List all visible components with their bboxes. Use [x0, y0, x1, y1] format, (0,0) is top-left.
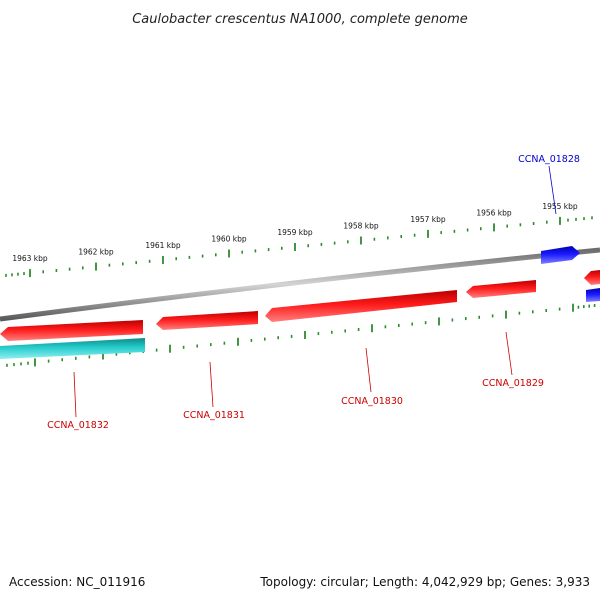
gene-ccna-01831-arrow[interactable] — [156, 311, 258, 330]
map-title: Caulobacter crescentus NA1000, complete … — [132, 12, 468, 27]
leader-ccna-01832 — [73, 371, 77, 418]
scale-label: 1957 kbp — [410, 215, 446, 224]
leader-ccna-01829 — [505, 331, 513, 376]
scale-label: 1958 kbp — [343, 222, 379, 231]
scale-label: 1960 kbp — [211, 235, 247, 244]
scale-labels: 1963 kbp 1962 kbp 1961 kbp 1960 kbp 1959 kbp… — [12, 202, 578, 263]
gene-edge-blue-bar[interactable] — [586, 288, 600, 302]
gene-label-ccna-01832[interactable]: CCNA_01832 — [47, 420, 109, 431]
inner-scale-track — [6, 303, 596, 367]
accession-text: Accession: NC_011916 — [9, 575, 145, 589]
gene-ccna-01829-arrow[interactable] — [466, 280, 536, 298]
gene-label-ccna-01831[interactable]: CCNA_01831 — [183, 410, 245, 421]
gene-ccna-01832-arrow[interactable] — [0, 320, 143, 341]
genome-summary-text: Topology: circular; Length: 4,042,929 bp… — [259, 575, 590, 589]
scale-label: 1963 kbp — [12, 254, 48, 263]
rna-feature-bar[interactable] — [0, 338, 145, 359]
leader-ccna-01831 — [209, 361, 214, 408]
gene-label-ccna-01828[interactable]: CCNA_01828 — [518, 154, 580, 165]
scale-label: 1955 kbp — [542, 202, 578, 211]
leader-ccna-01830 — [365, 347, 372, 393]
scale-label: 1962 kbp — [78, 248, 114, 257]
gene-ccna-01830-arrow[interactable] — [265, 290, 457, 322]
scale-label: 1956 kbp — [476, 208, 512, 217]
gene-edge-red-arrow[interactable] — [584, 270, 600, 285]
gene-label-ccna-01829[interactable]: CCNA_01829 — [482, 378, 544, 389]
gene-label-ccna-01830[interactable]: CCNA_01830 — [341, 396, 403, 407]
gene-ccna-01828-arrow[interactable] — [541, 246, 580, 264]
scale-label: 1961 kbp — [145, 241, 181, 250]
genome-backbone — [0, 247, 600, 322]
leader-ccna-01828 — [548, 165, 557, 215]
scale-label: 1959 kbp — [277, 228, 313, 237]
outer-scale-track — [5, 216, 593, 278]
